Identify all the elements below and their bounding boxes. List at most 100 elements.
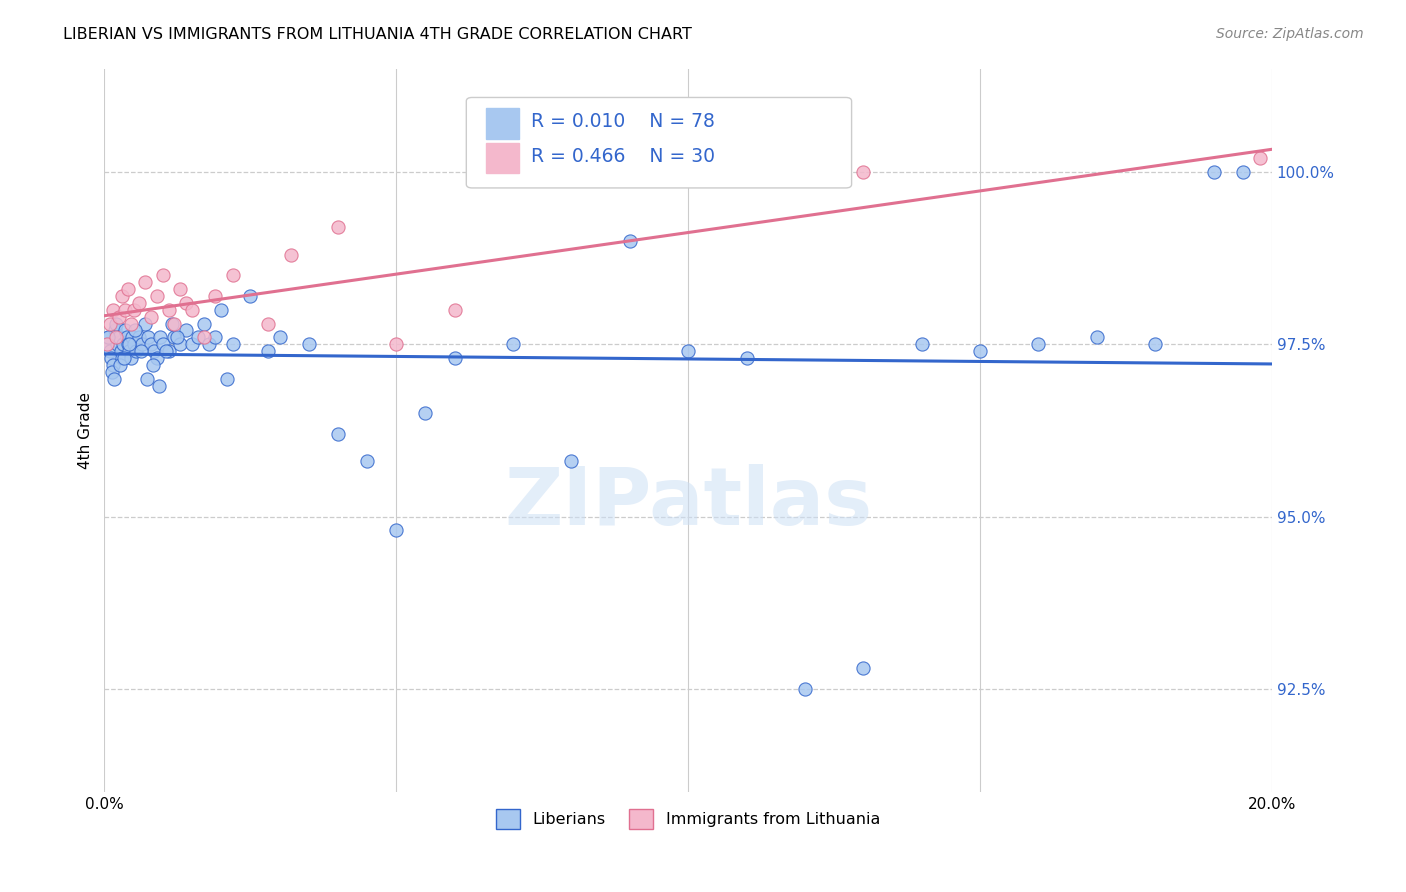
Point	[121, 330, 143, 344]
Point	[1028, 337, 1050, 351]
Point	[181, 337, 204, 351]
Point	[326, 220, 349, 235]
Point	[1232, 165, 1254, 179]
Point	[110, 344, 132, 359]
Point	[852, 165, 875, 179]
Point	[142, 358, 165, 372]
Point	[104, 323, 127, 337]
Point	[114, 323, 136, 337]
Point	[100, 351, 122, 365]
Point	[298, 337, 321, 351]
Point	[187, 330, 209, 344]
Point	[115, 330, 138, 344]
Point	[157, 344, 180, 359]
Point	[209, 302, 232, 317]
Point	[969, 344, 991, 359]
Point	[108, 310, 131, 324]
Point	[415, 406, 437, 420]
Point	[98, 330, 121, 344]
Point	[120, 317, 142, 331]
Point	[118, 337, 141, 351]
Point	[169, 337, 191, 351]
Point	[356, 454, 378, 468]
Point	[280, 247, 302, 261]
Point	[98, 317, 121, 331]
Y-axis label: 4th Grade: 4th Grade	[79, 392, 93, 469]
Point	[139, 310, 162, 324]
Point	[735, 351, 758, 365]
Point	[443, 351, 465, 365]
Point	[108, 330, 131, 344]
Point	[136, 372, 159, 386]
Point	[502, 337, 524, 351]
Point	[122, 337, 145, 351]
Point	[269, 330, 291, 344]
Point	[222, 268, 245, 283]
Legend: Liberians, Immigrants from Lithuania: Liberians, Immigrants from Lithuania	[489, 803, 887, 835]
Point	[152, 337, 174, 351]
Point	[128, 296, 150, 310]
Point	[204, 289, 226, 303]
Point	[111, 351, 134, 365]
Point	[1249, 151, 1271, 165]
Point	[163, 330, 186, 344]
Point	[105, 337, 128, 351]
Point	[166, 330, 188, 344]
Text: Source: ZipAtlas.com: Source: ZipAtlas.com	[1216, 27, 1364, 41]
Point	[101, 302, 124, 317]
Point	[619, 234, 641, 248]
Point	[326, 426, 349, 441]
Point	[163, 317, 186, 331]
Point	[181, 302, 204, 317]
Point	[560, 454, 582, 468]
Point	[111, 289, 134, 303]
Point	[143, 344, 166, 359]
Point	[215, 372, 238, 386]
Point	[131, 337, 153, 351]
Point	[114, 302, 136, 317]
Text: ZIPatlas: ZIPatlas	[503, 464, 872, 541]
Point	[852, 661, 875, 675]
Point	[198, 337, 221, 351]
Point	[193, 330, 215, 344]
Point	[108, 358, 131, 372]
Point	[124, 323, 146, 337]
Point	[385, 337, 408, 351]
Point	[101, 358, 124, 372]
Point	[443, 302, 465, 317]
Text: R = 0.466    N = 30: R = 0.466 N = 30	[530, 146, 714, 166]
Point	[139, 337, 162, 351]
Point	[385, 524, 408, 538]
Point	[239, 289, 262, 303]
Point	[129, 344, 152, 359]
Text: LIBERIAN VS IMMIGRANTS FROM LITHUANIA 4TH GRADE CORRELATION CHART: LIBERIAN VS IMMIGRANTS FROM LITHUANIA 4T…	[63, 27, 692, 42]
Point	[96, 337, 118, 351]
Point	[105, 330, 128, 344]
Text: R = 0.010    N = 78: R = 0.010 N = 78	[530, 112, 714, 131]
Point	[146, 351, 169, 365]
Point	[96, 337, 118, 351]
Point	[222, 337, 245, 351]
Point	[136, 330, 159, 344]
Point	[148, 378, 170, 392]
Point	[169, 282, 191, 296]
Point	[204, 330, 226, 344]
Point	[120, 351, 142, 365]
Point	[193, 317, 215, 331]
Point	[125, 344, 148, 359]
Point	[1202, 165, 1225, 179]
Point	[157, 302, 180, 317]
Point	[117, 282, 139, 296]
Point	[160, 317, 183, 331]
Point	[174, 323, 197, 337]
Point	[1144, 337, 1167, 351]
Bar	[486, 108, 519, 139]
Point	[911, 337, 934, 351]
Point	[122, 302, 145, 317]
Point	[105, 317, 128, 331]
Point	[256, 317, 278, 331]
Point	[256, 344, 278, 359]
Point	[134, 275, 156, 289]
Point	[128, 330, 150, 344]
Point	[155, 344, 177, 359]
